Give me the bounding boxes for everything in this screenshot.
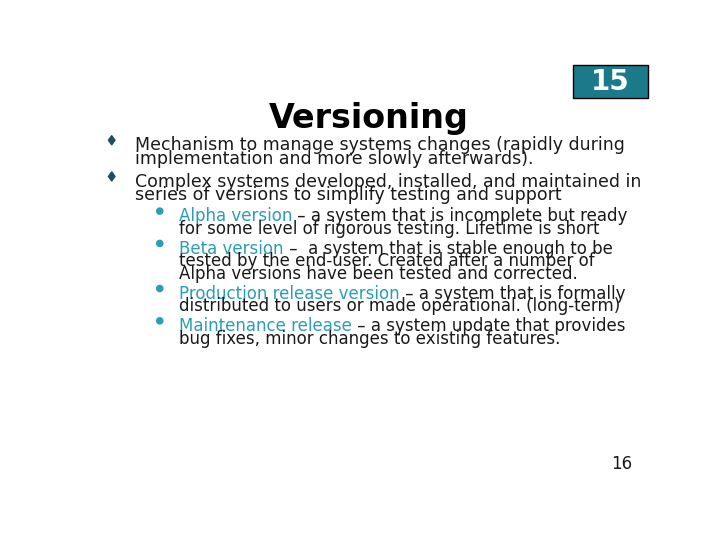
Text: implementation and more slowly afterwards).: implementation and more slowly afterward… <box>135 150 534 168</box>
Circle shape <box>157 318 163 324</box>
Text: Mechanism to manage systems changes (rapidly during: Mechanism to manage systems changes (rap… <box>135 137 625 154</box>
Text: for some level of rigorous testing. Lifetime is short: for some level of rigorous testing. Life… <box>179 220 600 238</box>
Text: –  a system that is stable enough to be: – a system that is stable enough to be <box>284 240 613 258</box>
Text: – a system update that provides: – a system update that provides <box>352 317 626 335</box>
Circle shape <box>157 240 163 247</box>
Text: Maintenance release: Maintenance release <box>179 317 352 335</box>
FancyBboxPatch shape <box>573 65 648 98</box>
Text: – a system that is formally: – a system that is formally <box>400 285 625 302</box>
Text: Versioning: Versioning <box>269 102 469 135</box>
Text: Alpha version: Alpha version <box>179 207 292 225</box>
Polygon shape <box>109 172 115 181</box>
Text: distributed to users or made operational. (long-term): distributed to users or made operational… <box>179 298 621 315</box>
Circle shape <box>157 286 163 292</box>
Text: Beta version: Beta version <box>179 240 284 258</box>
Circle shape <box>157 208 163 214</box>
Text: – a system that is incomplete but ready: – a system that is incomplete but ready <box>292 207 628 225</box>
Polygon shape <box>109 136 115 145</box>
Text: 15: 15 <box>590 68 629 96</box>
Text: Alpha versions have been tested and corrected.: Alpha versions have been tested and corr… <box>179 265 578 283</box>
Text: 16: 16 <box>611 455 632 473</box>
Text: Complex systems developed, installed, and maintained in: Complex systems developed, installed, an… <box>135 173 642 191</box>
Text: bug fixes, minor changes to existing features.: bug fixes, minor changes to existing fea… <box>179 330 560 348</box>
Text: tested by the end-user. Created after a number of: tested by the end-user. Created after a … <box>179 252 595 271</box>
Text: series of versions to simplify testing and support: series of versions to simplify testing a… <box>135 186 562 204</box>
Text: Production release version: Production release version <box>179 285 400 302</box>
